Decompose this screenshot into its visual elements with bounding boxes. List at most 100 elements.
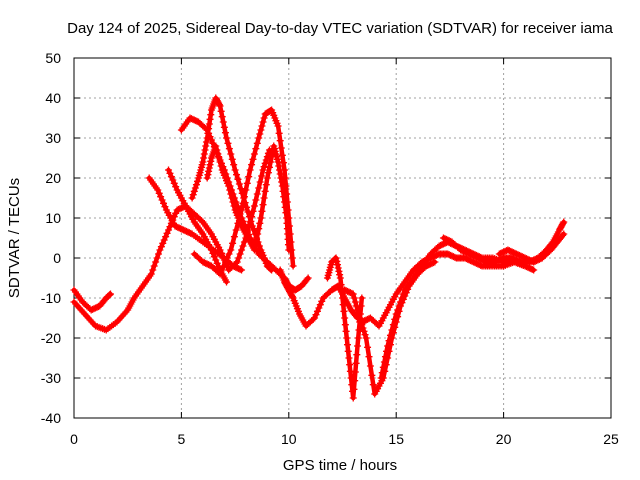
data-point-marker [388,326,396,334]
data-point-marker [216,102,224,110]
data-point-marker [276,137,284,145]
plot-frame [73,57,612,419]
data-point-marker [253,235,261,243]
data-point-marker [169,176,177,184]
data-point-marker [356,314,364,322]
data-point-marker [204,171,212,179]
data-point-marker [252,145,260,153]
x-tick-label: 0 [70,431,78,447]
y-tick-label: 10 [45,210,61,226]
data-point-marker [260,114,268,122]
chart-title: Day 124 of 2025, Sidereal Day-to-day VTE… [67,20,613,37]
data-point-marker [242,186,250,194]
data-point-marker [213,146,221,154]
data-point-marker [379,363,387,371]
y-tick-label: -20 [41,330,61,346]
data-point-marker [344,341,352,349]
data-point-marker [233,258,241,266]
data-point-marker [230,161,238,169]
data-point-marker [361,331,369,339]
data-point-marker [384,342,392,350]
data-point-marker [220,123,228,131]
data-point-marker [204,129,212,137]
data-point-marker [395,302,403,310]
data-point-marker [303,275,311,283]
data-point-marker [159,239,167,247]
data-point-marker [154,186,162,194]
data-point-marker [339,294,346,302]
data-point-marker [235,180,243,188]
data-point-marker [219,118,227,126]
data-point-marker [230,202,238,210]
series-arc-16 [495,230,568,266]
data-point-marker [285,246,293,254]
data-point-marker [258,207,266,215]
data-point-marker [392,310,400,318]
data-point-marker [260,194,268,202]
data-point-marker [163,229,171,237]
data-point-marker [351,377,359,385]
data-point-marker [227,150,235,158]
data-point-marker [260,163,268,171]
data-point-marker [214,150,222,158]
x-tick-label: 15 [388,431,404,447]
data-point-marker [261,159,269,167]
data-point-marker [341,321,349,329]
data-point-marker [385,337,393,345]
data-point-marker [335,267,343,275]
data-point-marker [349,290,357,298]
data-point-marker [147,270,155,278]
data-point-marker [158,196,166,204]
data-point-marker [161,203,169,211]
data-point-marker [249,207,257,215]
data-point-marker [194,177,202,185]
data-point-marker [247,217,255,225]
data-point-marker [304,274,312,282]
data-point-marker [255,225,263,233]
data-point-marker [360,327,368,335]
series-arc-4 [165,146,273,274]
data-point-marker [221,129,229,137]
data-point-marker [170,179,178,187]
data-point-marker [364,343,372,351]
data-point-marker [278,178,286,186]
data-point-marker [316,301,324,309]
data-point-marker [227,246,235,254]
data-point-marker [250,246,258,254]
data-point-marker [200,154,208,162]
data-point-marker [313,307,321,315]
data-point-marker [189,191,197,199]
data-point-marker [245,173,253,181]
data-point-marker [232,226,240,234]
data-point-marker [172,183,180,191]
data-point-marker [220,262,228,270]
data-point-marker [250,226,258,234]
data-point-marker [166,169,174,177]
data-point-marker [252,241,260,249]
data-point-marker [559,231,567,239]
data-point-marker [192,181,200,189]
data-point-marker [228,155,236,163]
data-point-marker [398,294,406,302]
data-point-marker [236,250,244,258]
data-point-marker [278,182,286,190]
data-point-marker [223,134,231,142]
data-point-marker [231,166,239,174]
data-point-marker [380,358,388,366]
data-point-marker [258,172,266,180]
data-point-marker [347,374,355,382]
data-point-marker [288,293,296,301]
data-point-marker [344,347,352,355]
data-point-marker [252,196,260,204]
data-point-marker [236,265,244,273]
data-point-marker [279,187,287,195]
data-point-marker [225,145,233,153]
data-point-marker [339,301,347,309]
data-point-marker [333,261,341,269]
data-point-marker [254,230,262,238]
data-point-marker [477,261,485,269]
data-point-marker [166,223,174,231]
data-point-marker [262,156,270,164]
data-point-marker [365,353,373,361]
data-point-marker [246,166,254,174]
